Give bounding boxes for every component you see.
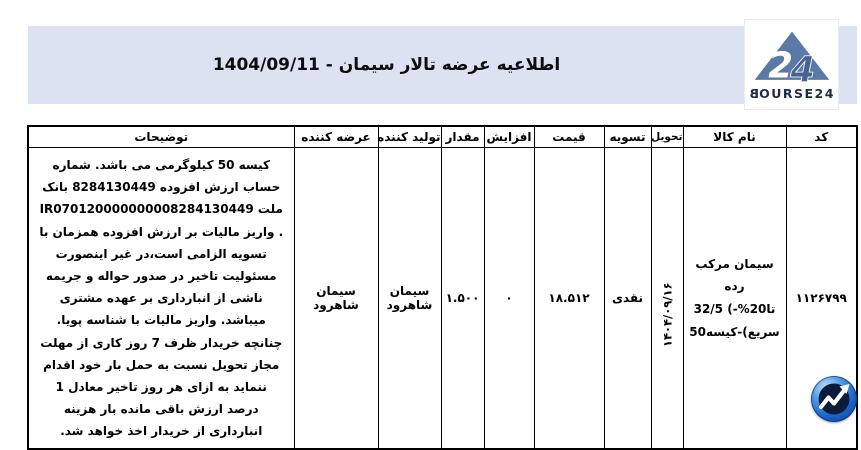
col-header-quantity: مقدار [440,125,485,148]
col-header-delivery: تحویل [650,125,684,148]
col-header-description: توضیحات [27,125,295,148]
svg-text:2: 2 [768,45,793,85]
col-header-settlement: تسویه [603,125,652,148]
col-header-supplier: عرضه کننده [293,125,379,148]
cell-description: کیسه 50 کیلوگرمی می باشد. شماره حساب ارز… [27,147,295,450]
col-header-producer: تولید کننده [377,125,442,148]
cell-delivery: ۱۴۰۴/۰۹/۱۶ [650,147,684,450]
product-name-line: سریع)-کیسه50 [689,325,780,340]
announcement-page: اطلاعیه عرضه تالار سیمان - 1404/09/11 2 … [27,20,858,450]
col-header-price: قیمت [533,125,605,148]
svg-text:4: 4 [789,49,815,84]
col-header-increase: افزایش [483,125,535,148]
table-row: ۱۱۲۶۷۹۹ سیمان مرکب رده 32/5 (-%20تا سریع… [27,147,858,450]
cell-increase: ۰ [483,147,535,450]
cell-producer: سیمان شاهرود [377,147,442,450]
offer-table: کد نام کالا تحویل تسویه قیمت افزایش مقدا… [27,125,858,450]
page-title: اطلاعیه عرضه تالار سیمان - 1404/09/11 [212,55,561,75]
delivery-date-vertical: ۱۴۰۴/۰۹/۱۶ [660,282,674,348]
bourse24-triangle-icon: 2 4 [754,31,829,85]
trend-arrow-icon [811,376,857,422]
bourse24-logo: 2 4 BOURSE24 [745,20,838,109]
wordmark-rest: OURSE24 [759,85,835,101]
product-name-line: سیمان مرکب رده [695,256,774,294]
header-banner [28,26,857,104]
wordmark-first-letter: B [748,85,760,101]
bourse24-wordmark: BOURSE24 [748,86,835,101]
cell-settlement: نقدی [603,147,652,450]
col-header-product-name: نام کالا [682,125,787,148]
cell-quantity: ۱.۵۰۰ [440,147,485,450]
cell-product-name: سیمان مرکب رده 32/5 (-%20تا سریع)-کیسه50 [682,147,787,450]
table-header-row: کد نام کالا تحویل تسویه قیمت افزایش مقدا… [27,125,858,148]
product-name-line: 32/5 (-%20تا [693,302,776,317]
cell-supplier: سیمان شاهرود [293,147,379,450]
cell-price: ۱۸.۵۱۲ [533,147,605,450]
col-header-code: کد [785,125,858,148]
